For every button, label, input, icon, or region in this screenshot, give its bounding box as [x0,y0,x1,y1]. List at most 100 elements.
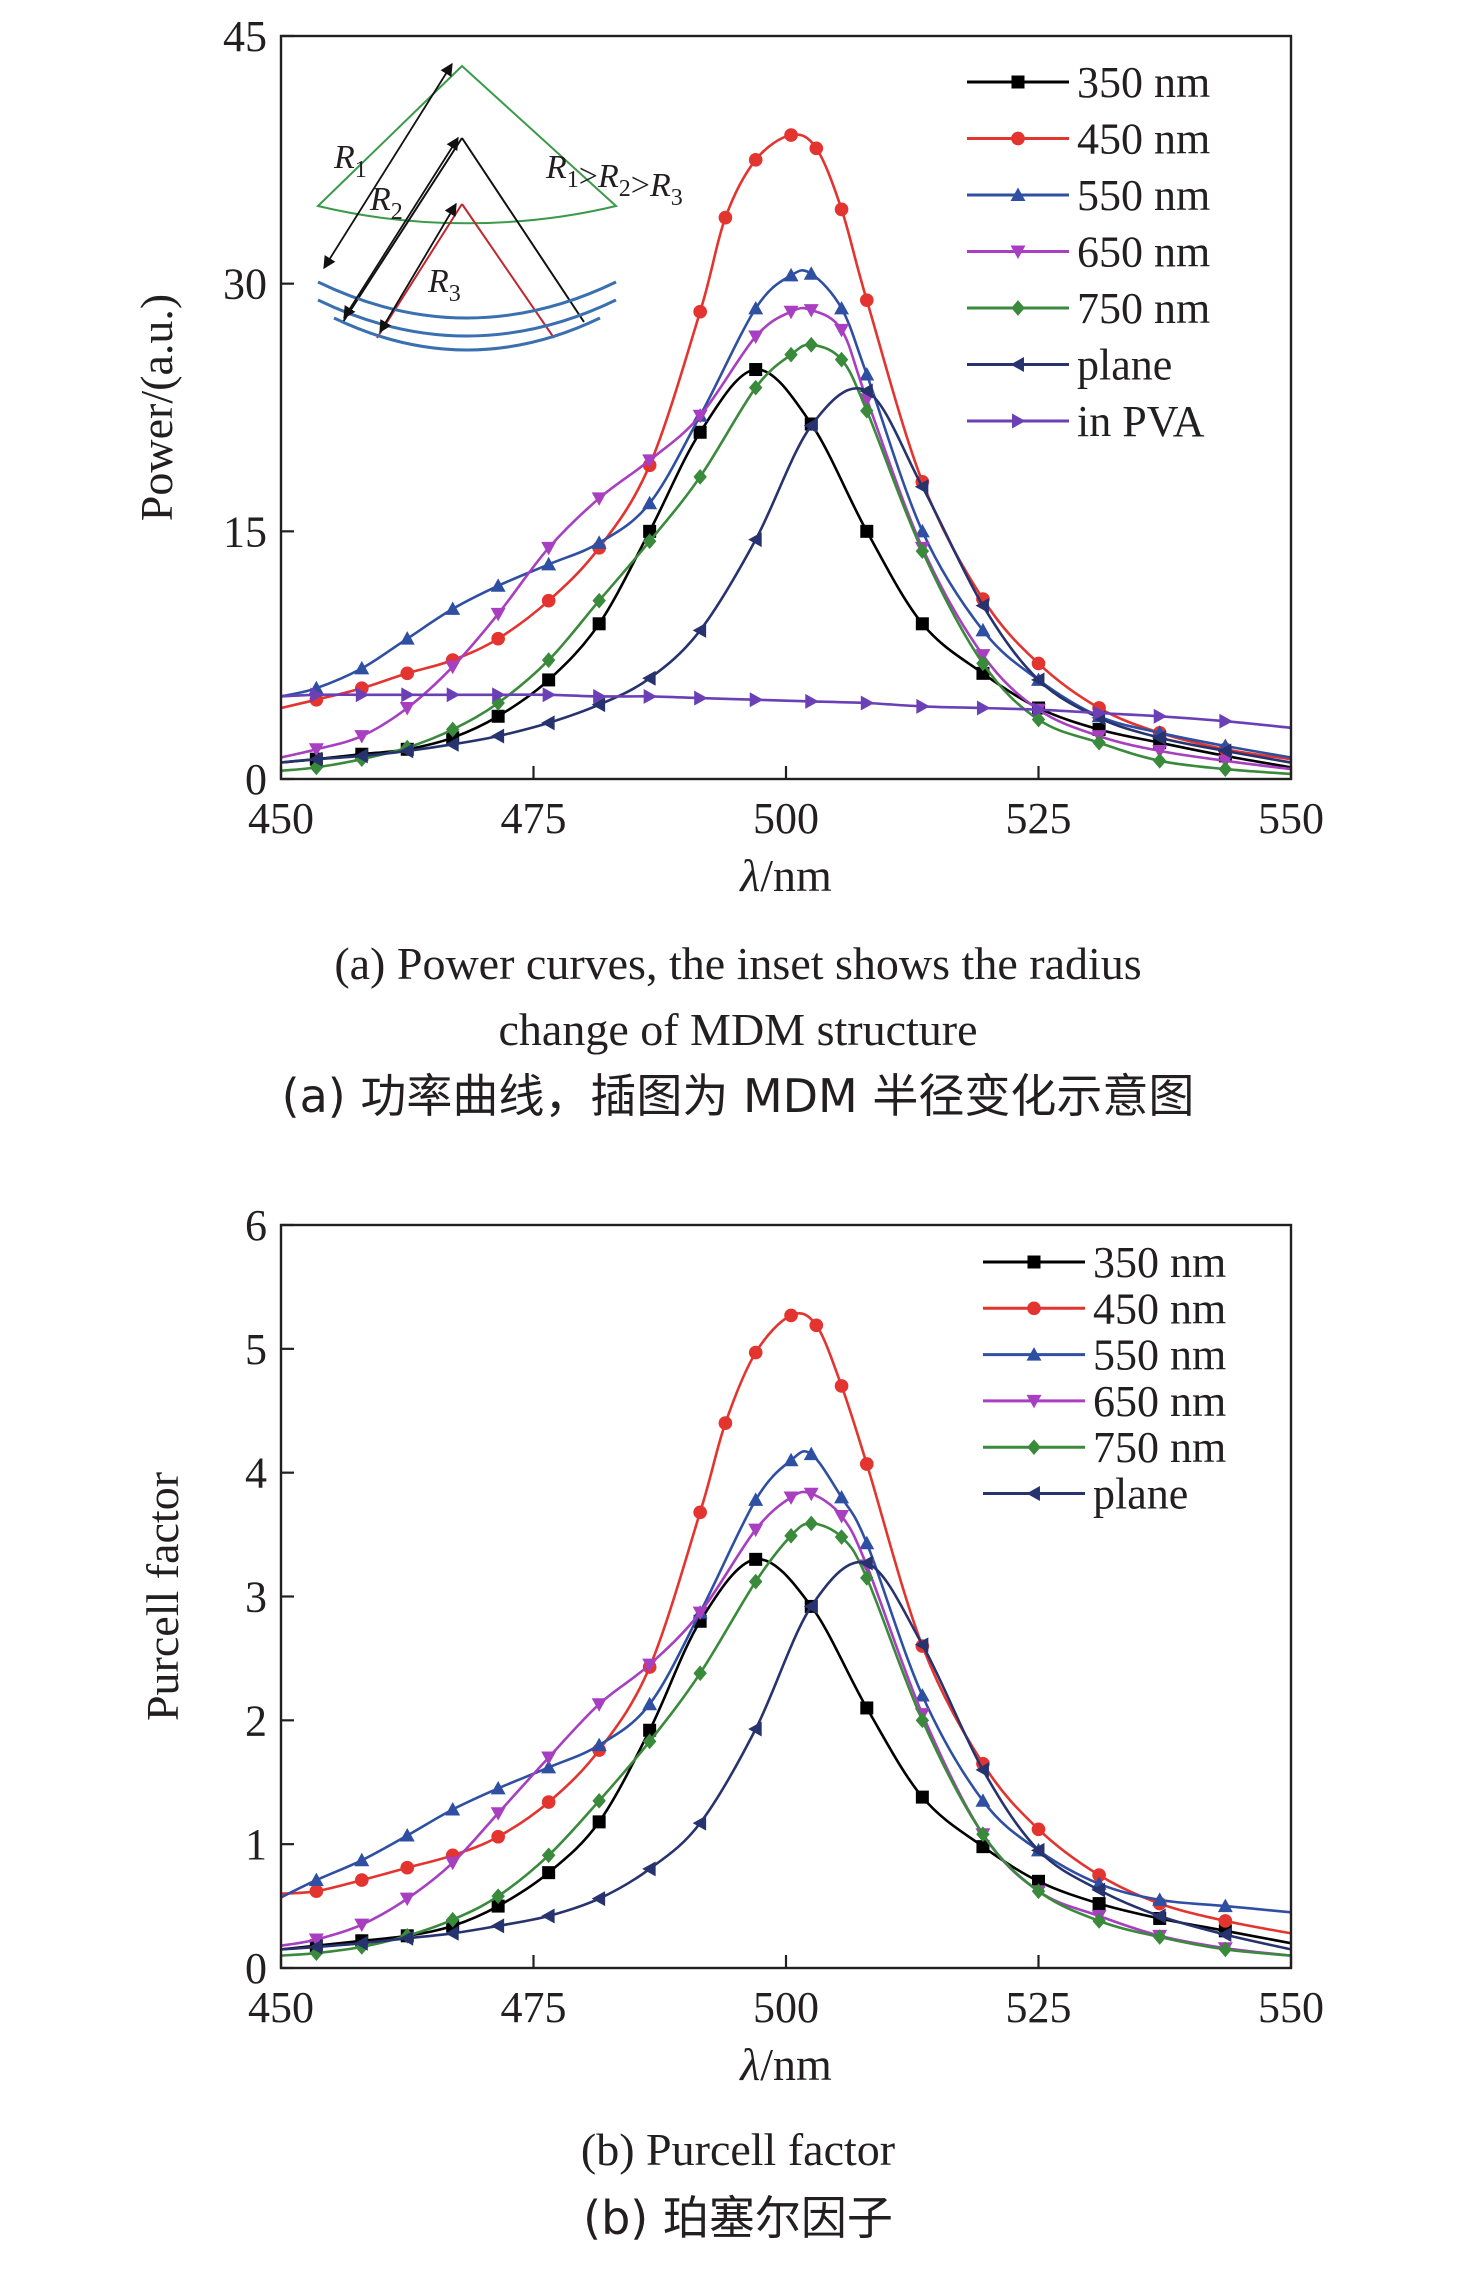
power-series-6-point [401,687,415,703]
purcell-series-2-point [354,1852,370,1867]
power-series-4-point [445,721,460,738]
purcell-series-1-point [354,1873,369,1887]
purcell-series-3-point [642,1658,658,1673]
purcell-series-line-2 [281,1450,1291,1914]
purcell-series-2-point [783,1452,799,1467]
power-series-6-point [446,687,461,703]
purcell-series-4-point [445,1911,460,1928]
purcell-series-2-point [642,1696,658,1711]
power-series-5-point [975,598,989,614]
power-series-6-point [643,688,658,704]
caption-a-chinese: (a) 功率曲线，插图为 MDM 半径变化示意图 [281,1069,1195,1123]
purcell-y-tick-label: 6 [245,1201,267,1250]
power-series-1-point [834,202,849,217]
power-series-6-point [694,690,708,706]
purcell-x-tick-label: 450 [248,1983,314,2032]
power-series-2-point [445,601,461,615]
purcell-series-1-point [748,1345,763,1360]
power-series-2-point [748,300,764,315]
power-series-1-point [718,210,733,225]
purcell-series-1-point [859,1457,874,1471]
power-series-1-point [491,631,505,646]
caption-a-english-line-1: (a) Power curves, the inset shows the ra… [334,938,1142,989]
purcell-series-5-point [1152,1908,1166,1924]
power-series-6-point [1153,708,1168,724]
purcell-series-3-point [541,1751,557,1765]
purcell-series-3-point [445,1856,461,1871]
power-series-0-point [542,673,556,687]
purcell-series-3-point [399,1892,415,1907]
power-legend: 350 nm 450 nm 550 nm 650 nm 750 nm plane in PV… [967,58,1210,446]
power-series-1-point [859,293,874,308]
power-series-4-point [1218,761,1233,777]
purcell-chart: 450 475 500 525 550 0 1 2 3 4 5 6 λ/nm Purcell factor… [137,1201,1324,2090]
power-legend-marker-6 [1012,413,1026,429]
power-x-tick-label: 475 [501,794,567,843]
purcell-series-4-point [541,1847,556,1864]
purcell-series-5-point [490,1918,505,1934]
purcell-legend-label-4: 750 nm [1093,1423,1226,1472]
purcell-y-tick-label: 1 [245,1820,267,1869]
inset-r2-label: R2 [369,181,403,225]
purcell-legend-label-3: 650 nm [1093,1377,1226,1426]
power-series-2-point [642,495,658,510]
purcell-series-3-point [692,1606,708,1621]
purcell-series-5-point [859,1555,873,1571]
power-series-1-point [1031,656,1046,671]
purcell-series-5-point [541,1908,555,1924]
power-legend-label-2: 550 nm [1077,171,1210,220]
power-series-1-point [784,128,798,142]
purcell-series-line-4 [281,1522,1291,1957]
purcell-series-0-point [491,1899,505,1913]
purcell-series-5-point [642,1861,656,1877]
power-series-3-point [803,304,819,318]
purcell-series-3-point [834,1510,850,1524]
purcell-series-4-point [784,1527,798,1544]
power-series-6-point [593,688,607,704]
purcell-series-2-point [308,1872,324,1887]
power-series-3-point [692,409,708,424]
purcell-series-3-point [748,1523,764,1538]
purcell-series-5-point [803,1598,818,1614]
purcell-series-2-point [859,1535,875,1550]
purcell-series-4-point [309,1945,324,1961]
power-series-3-point [354,730,370,744]
power-series-5-point [803,418,818,434]
purcell-y-axis-label: Purcell factor [137,1472,188,1721]
power-x-axis-symbol: λ [738,850,760,901]
power-series-1-point [541,593,556,608]
power-legend-marker-5 [1010,357,1024,372]
purcell-series-4-point [491,1888,505,1905]
purcell-series-5-point [975,1762,989,1778]
power-series-4-point [748,379,763,396]
power-series-4-point [693,468,707,485]
purcell-series-4-point [748,1573,763,1590]
power-series-2-point [975,622,991,637]
purcell-legend-label-2: 550 nm [1093,1331,1226,1380]
purcell-legend-marker-0 [1027,1255,1041,1269]
power-series-3-point [1152,744,1168,759]
power-x-tick-label: 525 [1006,794,1072,843]
purcell-series-0-point [976,1840,990,1854]
inset-r1-label: R1 [333,139,367,183]
power-legend-marker-1 [1011,131,1025,146]
power-series-3-point [748,330,764,344]
purcell-series-3-point [591,1698,607,1712]
power-series-5-point [354,748,368,764]
power-y-tick-label: 15 [223,507,267,556]
power-series-3-point [642,454,658,468]
power-series-3-point [490,607,506,622]
purcell-y-tick-label: 2 [245,1696,267,1745]
purcell-series-3-point [783,1491,799,1505]
power-series-4-point [784,346,798,363]
power-series-3-point [834,323,850,338]
power-series-0-point [693,425,707,439]
power-series-5-point [748,532,762,548]
power-series-6-point [805,693,819,709]
purcell-series-1-point [809,1318,824,1333]
power-x-tick-label: 550 [1258,794,1324,843]
inset-relation-label: R1>R2>R3 [545,149,683,211]
purcell-series-4-point [834,1529,849,1545]
power-series-4-point [915,543,930,559]
